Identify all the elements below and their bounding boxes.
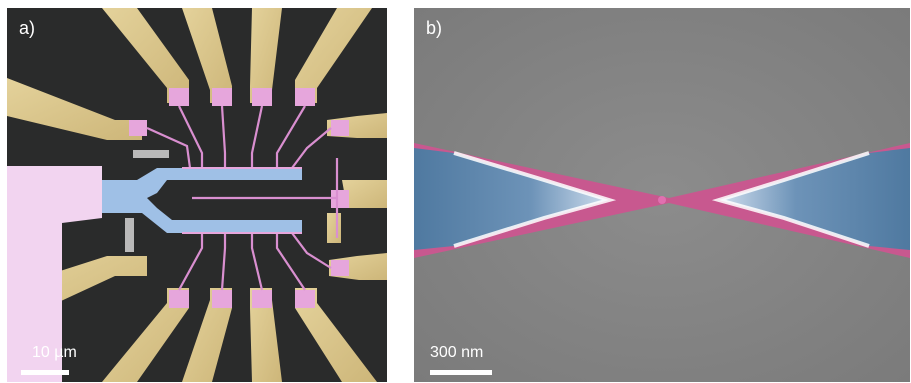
contact-wires <box>146 105 339 291</box>
left-electrode <box>414 148 609 250</box>
contact-pads <box>129 88 349 308</box>
sem-micrograph-panel: b) 300 nm <box>414 8 910 382</box>
scale-bar <box>430 370 492 375</box>
scale-bar <box>21 370 69 375</box>
scale-bar-label: 300 nm <box>430 344 484 361</box>
panel-a-label: a) <box>19 18 36 38</box>
blue-channel <box>102 168 302 233</box>
finger-contacts <box>182 167 302 234</box>
alignment-marker <box>125 218 134 252</box>
scale-bar-label: 10 µm <box>32 344 77 361</box>
large-bond-pad <box>7 166 102 382</box>
sem-micrograph-image <box>414 8 910 382</box>
panel-b-label: b) <box>426 18 443 38</box>
optical-micrograph-panel: a) 10 µm <box>7 8 387 382</box>
optical-micrograph-image <box>7 8 387 382</box>
alignment-marker <box>133 150 169 158</box>
right-electrode <box>719 148 910 250</box>
